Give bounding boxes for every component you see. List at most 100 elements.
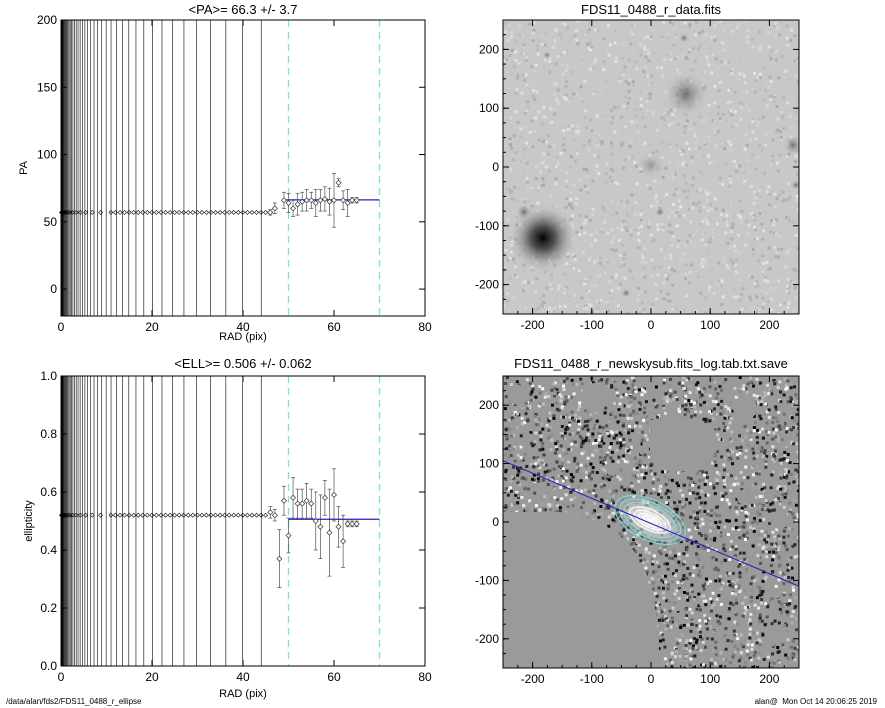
noise-pixel — [785, 427, 789, 431]
noise-pixel — [646, 35, 650, 39]
noise-pixel — [633, 424, 637, 428]
noise-pixel — [673, 390, 677, 394]
noise-pixel — [760, 619, 764, 623]
noise-pixel — [669, 108, 673, 112]
noise-pixel — [794, 393, 798, 397]
noise-pixel — [631, 383, 635, 387]
noise-pixel — [734, 611, 738, 615]
noise-pixel — [586, 428, 590, 432]
noise-pixel — [764, 602, 768, 606]
noise-pixel — [698, 479, 702, 483]
noise-pixel — [614, 60, 618, 64]
noise-pixel — [643, 75, 647, 79]
noise-pixel — [740, 508, 744, 512]
data-point — [204, 512, 209, 518]
data-point — [321, 195, 328, 202]
noise-pixel — [647, 83, 651, 87]
noise-pixel — [601, 206, 605, 210]
noise-pixel — [595, 299, 599, 303]
noise-pixel — [545, 154, 549, 158]
noise-pixel — [584, 409, 588, 413]
noise-pixel — [627, 156, 631, 160]
noise-pixel — [590, 243, 594, 247]
data-point — [217, 209, 223, 215]
noise-pixel — [547, 436, 551, 440]
noise-pixel — [681, 502, 685, 506]
noise-pixel — [708, 625, 712, 629]
noise-pixel — [776, 439, 780, 443]
noise-pixel — [622, 257, 626, 261]
noise-pixel — [715, 450, 719, 454]
noise-pixel — [733, 620, 737, 624]
noise-pixel — [773, 460, 777, 464]
noise-pixel — [739, 633, 743, 637]
noise-pixel — [707, 103, 711, 107]
noise-pixel — [709, 46, 713, 50]
data-point — [163, 512, 168, 518]
noise-pixel — [602, 266, 606, 270]
noise-pixel — [533, 414, 537, 418]
noise-pixel — [689, 241, 693, 245]
noise-pixel — [657, 618, 661, 622]
noise-pixel — [569, 396, 573, 400]
noise-pixel — [708, 419, 712, 423]
noise-pixel — [767, 246, 771, 250]
noise-pixel — [661, 574, 665, 578]
noise-pixel — [678, 654, 682, 658]
noise-pixel — [510, 31, 514, 35]
noise-pixel — [536, 189, 540, 193]
noise-pixel — [729, 457, 733, 461]
noise-pixel — [649, 291, 653, 295]
noise-pixel — [785, 251, 789, 255]
noise-pixel — [525, 509, 529, 513]
noise-pixel — [538, 431, 542, 435]
noise-pixel — [522, 103, 526, 107]
noise-pixel — [777, 660, 781, 664]
noise-pixel — [582, 173, 586, 177]
noise-pixel — [628, 269, 632, 273]
noise-pixel — [586, 298, 590, 302]
noise-pixel — [564, 476, 568, 480]
noise-pixel — [656, 223, 660, 227]
noise-pixel — [566, 299, 570, 303]
noise-pixel — [700, 631, 704, 635]
noise-pixel — [772, 544, 776, 548]
noise-pixel — [649, 476, 653, 480]
noise-pixel — [714, 463, 718, 467]
noise-pixel — [620, 523, 624, 527]
noise-pixel — [605, 46, 609, 50]
data-point — [158, 512, 164, 518]
noise-pixel — [620, 223, 624, 227]
noise-pixel — [553, 92, 557, 96]
noise-pixel — [570, 204, 574, 208]
data-point — [208, 209, 214, 215]
noise-pixel — [611, 297, 615, 301]
noise-pixel — [558, 454, 562, 458]
noise-pixel — [710, 637, 714, 641]
noise-pixel — [783, 631, 787, 635]
noise-pixel — [639, 310, 643, 314]
noise-pixel — [538, 391, 542, 395]
noise-pixel — [713, 119, 717, 123]
noise-pixel — [663, 470, 667, 474]
noise-pixel — [731, 527, 735, 531]
noise-pixel — [588, 256, 592, 260]
noise-pixel — [794, 99, 798, 103]
noise-pixel — [648, 121, 652, 125]
noise-pixel — [713, 23, 717, 27]
noise-pixel — [694, 146, 698, 150]
noise-pixel — [767, 268, 771, 272]
noise-pixel — [793, 286, 797, 290]
noise-pixel — [641, 311, 645, 314]
noise-pixel — [699, 594, 703, 598]
noise-pixel — [591, 470, 595, 474]
noise-pixel — [641, 388, 645, 392]
noise-pixel — [617, 238, 621, 242]
noise-pixel — [757, 120, 761, 124]
noise-pixel — [758, 519, 762, 523]
noise-pixel — [770, 622, 774, 626]
noise-pixel — [631, 83, 635, 87]
data-point — [208, 512, 214, 518]
noise-pixel — [699, 64, 703, 68]
noise-pixel — [594, 411, 598, 415]
